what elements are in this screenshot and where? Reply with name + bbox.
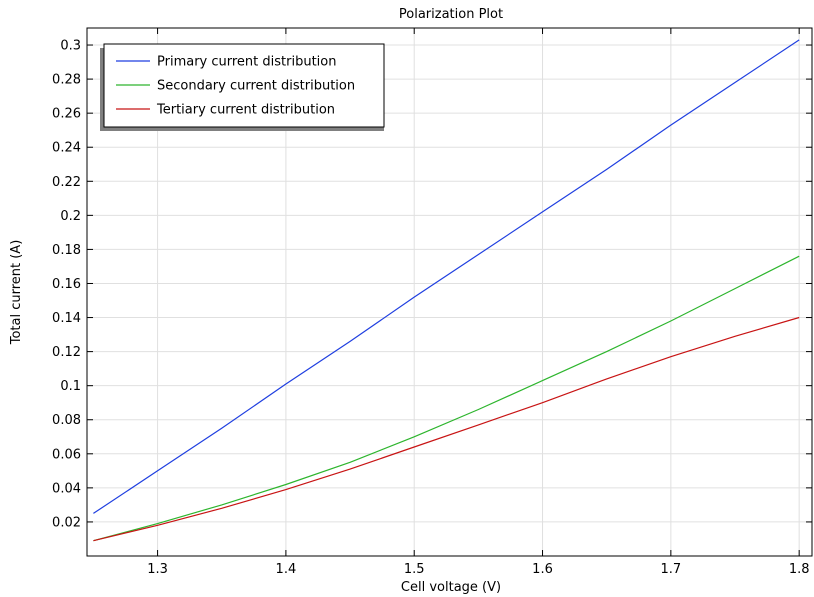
legend-box (103, 43, 385, 128)
y-tick-label: 0.24 (52, 141, 81, 156)
y-tick-label: 0.12 (52, 345, 81, 360)
plot-frame (86, 27, 813, 557)
y-tick-label: 0.18 (52, 243, 81, 258)
y-tick-label: 0.16 (52, 277, 81, 292)
y-tick-label: 0.22 (52, 175, 81, 190)
x-tick-labels: 1.3 1.4 1.5 1.6 1.7 1.8 (147, 562, 809, 577)
series-line-3 (93, 316, 800, 542)
x-axis-title: Cell voltage (V) (401, 580, 501, 595)
legend: Primary current distribution Secondary cu… (100, 43, 385, 131)
series-line-2 (93, 255, 800, 542)
x-tick-label: 1.6 (532, 562, 553, 577)
y-axis-title: Total current (A) (9, 240, 24, 346)
chart-title: Polarization Plot (399, 7, 503, 22)
x-tick-label: 1.4 (276, 562, 297, 577)
grid (87, 28, 812, 556)
legend-label-1: Primary current distribution (157, 55, 336, 70)
y-tick-labels: 0.02 0.04 0.06 0.08 0.1 0.12 0.14 0.16 0.18 0.2 0.… (52, 39, 81, 531)
axis-ticks (87, 28, 812, 556)
y-tick-label: 0.04 (52, 481, 81, 496)
y-tick-label: 0.2 (60, 209, 81, 224)
legend-entries: Primary current distribution Secondary cu… (116, 55, 355, 118)
y-tick-label: 0.14 (52, 311, 81, 326)
y-tick-label: 0.26 (52, 107, 81, 122)
y-tick-label: 0.06 (52, 447, 81, 462)
y-tick-label: 0.3 (60, 39, 81, 54)
legend-label-3: Tertiary current distribution (156, 103, 335, 118)
y-tick-label: 0.02 (52, 515, 81, 530)
y-tick-label: 0.08 (52, 413, 81, 428)
y-tick-label: 0.28 (52, 73, 81, 88)
y-tick-label: 0.1 (60, 379, 81, 394)
legend-label-2: Secondary current distribution (157, 79, 355, 94)
series-lines (93, 39, 800, 542)
x-tick-label: 1.8 (789, 562, 810, 577)
x-tick-label: 1.7 (661, 562, 682, 577)
series-line-1 (93, 39, 800, 514)
x-tick-label: 1.3 (147, 562, 168, 577)
x-tick-label: 1.5 (404, 562, 425, 577)
